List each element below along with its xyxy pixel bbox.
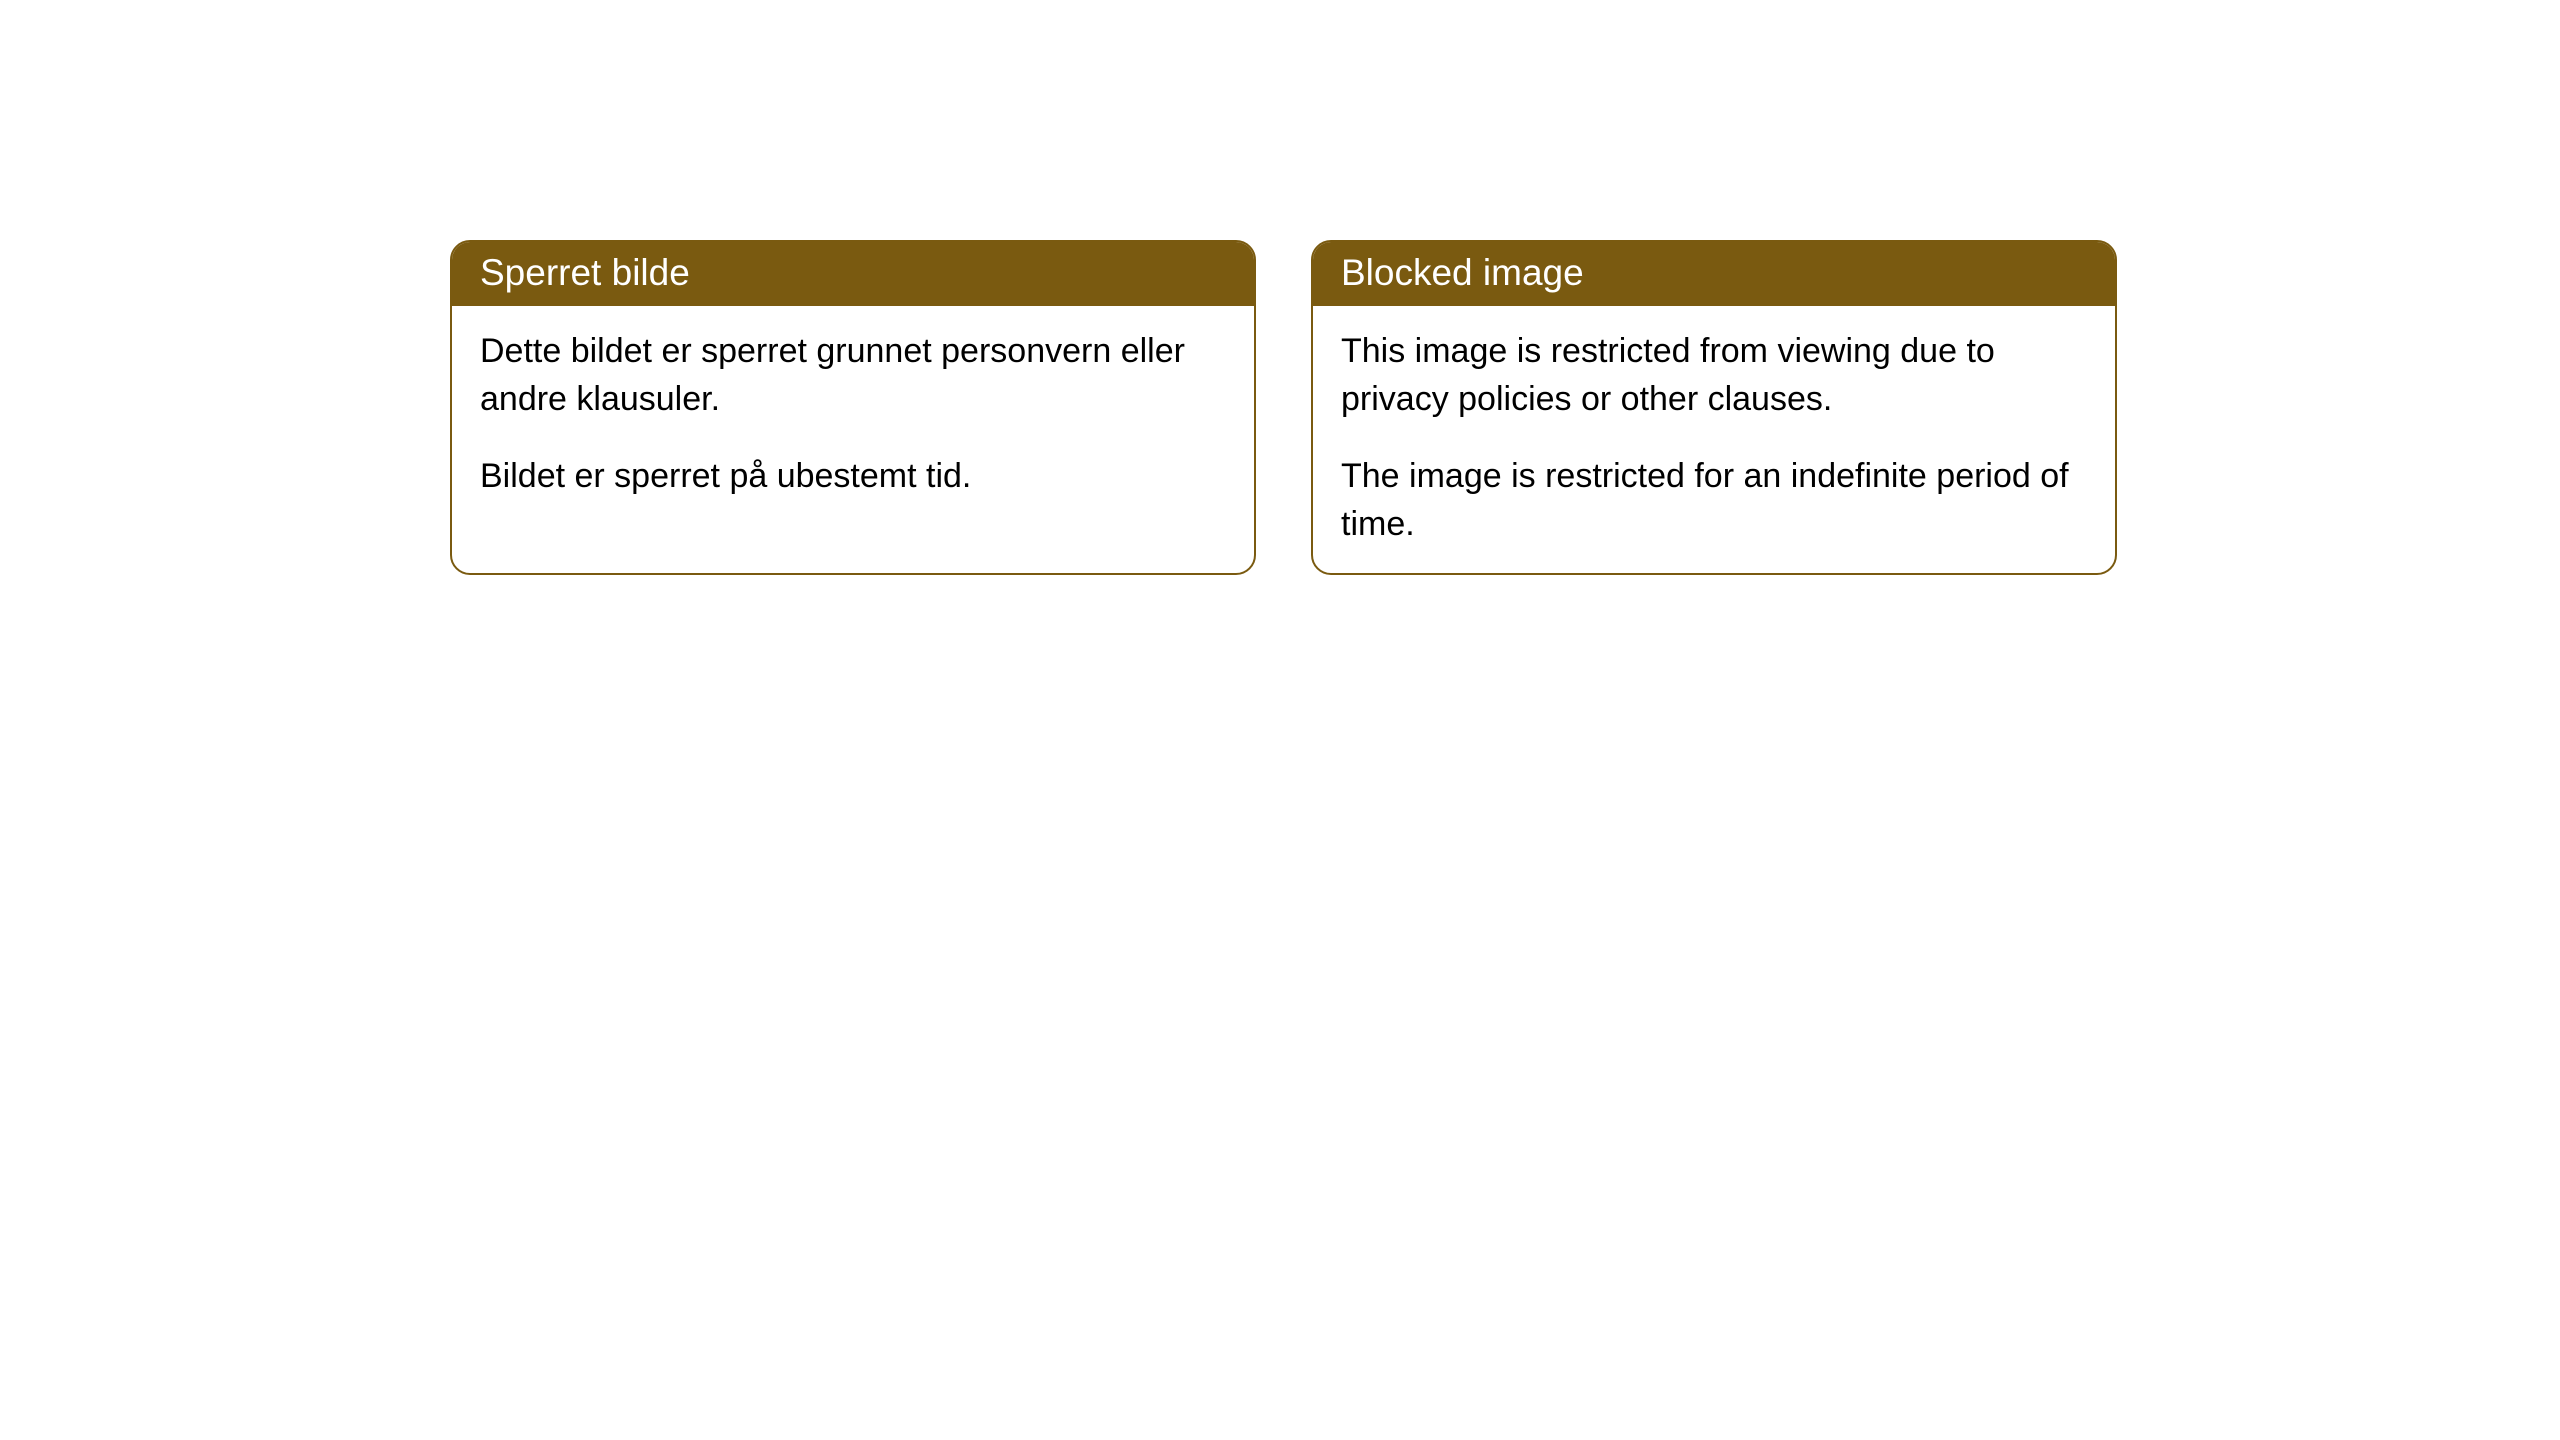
notice-paragraph: Dette bildet er sperret grunnet personve… bbox=[480, 328, 1226, 423]
notice-paragraph: The image is restricted for an indefinit… bbox=[1341, 453, 2087, 548]
notice-body-english: This image is restricted from viewing du… bbox=[1313, 306, 2115, 573]
notice-card-norwegian: Sperret bilde Dette bildet er sperret gr… bbox=[450, 240, 1256, 575]
notice-body-norwegian: Dette bildet er sperret grunnet personve… bbox=[452, 306, 1254, 561]
notice-paragraph: This image is restricted from viewing du… bbox=[1341, 328, 2087, 423]
notice-card-english: Blocked image This image is restricted f… bbox=[1311, 240, 2117, 575]
notice-header-norwegian: Sperret bilde bbox=[452, 242, 1254, 306]
notice-paragraph: Bildet er sperret på ubestemt tid. bbox=[480, 453, 1226, 501]
notice-header-english: Blocked image bbox=[1313, 242, 2115, 306]
notice-cards-container: Sperret bilde Dette bildet er sperret gr… bbox=[450, 240, 2117, 575]
